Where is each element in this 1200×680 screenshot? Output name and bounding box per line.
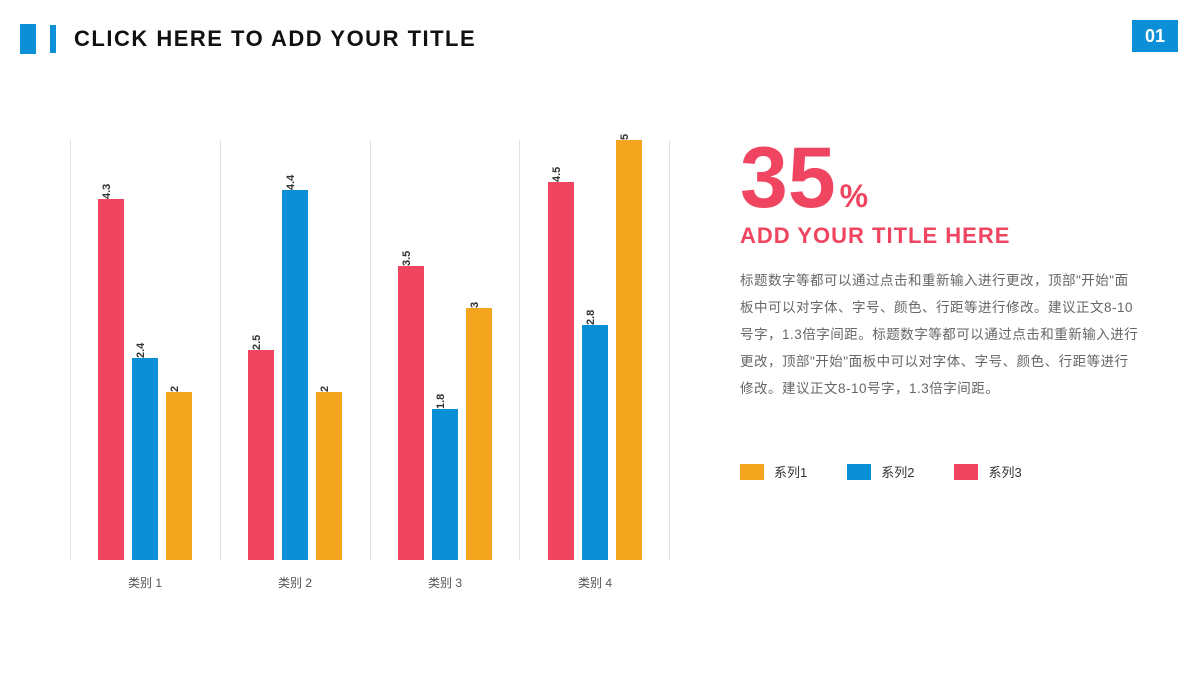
chart-area: 4.32.422.54.423.51.834.52.85 类别 1类别 2类别 … [70,140,670,640]
chart-group: 3.5 1.8 3 [371,140,521,560]
chart-group: 2.5 4.4 2 [221,140,371,560]
bar: 2.5 [248,350,274,560]
legend-item: 系列1 [740,462,807,481]
bar-value-label: 2 [319,386,331,392]
bar: 4.4 [282,190,308,560]
legend-label: 系列2 [881,462,914,481]
legend: 系列1 系列2 系列3 [740,462,1140,481]
chart-group: 4.3 2.4 2 [71,140,221,560]
bar: 1.8 [432,409,458,560]
header: CLICK HERE TO ADD YOUR TITLE [20,24,1180,54]
bar: 3.5 [398,266,424,560]
bar-value-label: 2.5 [251,335,263,350]
header-accent-bar-thin [50,25,56,53]
right-panel: 35% ADD YOUR TITLE HERE 标题数字等都可以通过点击和重新输… [670,140,1140,640]
big-number-row: 35% [740,140,1140,217]
bar-value-label: 1.8 [435,394,447,409]
chart-group: 4.5 2.8 5 [520,140,670,560]
bar-value-label: 4.5 [551,167,563,182]
legend-swatch [740,464,764,480]
bar-value-label: 2 [169,386,181,392]
page-title: CLICK HERE TO ADD YOUR TITLE [74,26,476,52]
legend-swatch [847,464,871,480]
chart-category-labels: 类别 1类别 2类别 3类别 4 [70,574,670,591]
bar: 3 [466,308,492,560]
chart-category-label: 类别 2 [220,574,370,591]
legend-item: 系列2 [847,462,914,481]
chart-plot: 4.3 2.4 2 2.5 4.4 2 3.5 1.8 3 4.5 2.8 5 [70,140,670,560]
content-row: 4.32.422.54.423.51.834.52.85 类别 1类别 2类别 … [70,140,1140,640]
bar: 4.5 [548,182,574,560]
bar: 4.3 [98,199,124,560]
legend-label: 系列3 [988,462,1021,481]
bar-value-label: 3.5 [401,251,413,266]
body-text: 标题数字等都可以通过点击和重新输入进行更改，顶部"开始"面板中可以对字体、字号、… [740,267,1140,402]
bar-value-label: 4.4 [285,175,297,190]
bar-value-label: 3 [469,302,481,308]
bar: 2.4 [132,358,158,560]
chart-category-label: 类别 3 [370,574,520,591]
chart-category-label: 类别 4 [520,574,670,591]
header-accent-bar [20,24,36,54]
bar-value-label: 5 [619,134,631,140]
legend-item: 系列3 [954,462,1021,481]
percent-sign: % [840,178,868,214]
legend-label: 系列1 [774,462,807,481]
bar: 2.8 [582,325,608,560]
subtitle: ADD YOUR TITLE HERE [740,223,1140,249]
page-number-badge: 01 [1132,20,1178,52]
bar: 2 [316,392,342,560]
bar-value-label: 4.3 [101,184,113,199]
bar-value-label: 2.4 [135,343,147,358]
bar: 2 [166,392,192,560]
bar: 5 [616,140,642,560]
chart-category-label: 类别 1 [70,574,220,591]
big-number: 35 [740,140,836,217]
bar-value-label: 2.8 [585,310,597,325]
legend-swatch [954,464,978,480]
